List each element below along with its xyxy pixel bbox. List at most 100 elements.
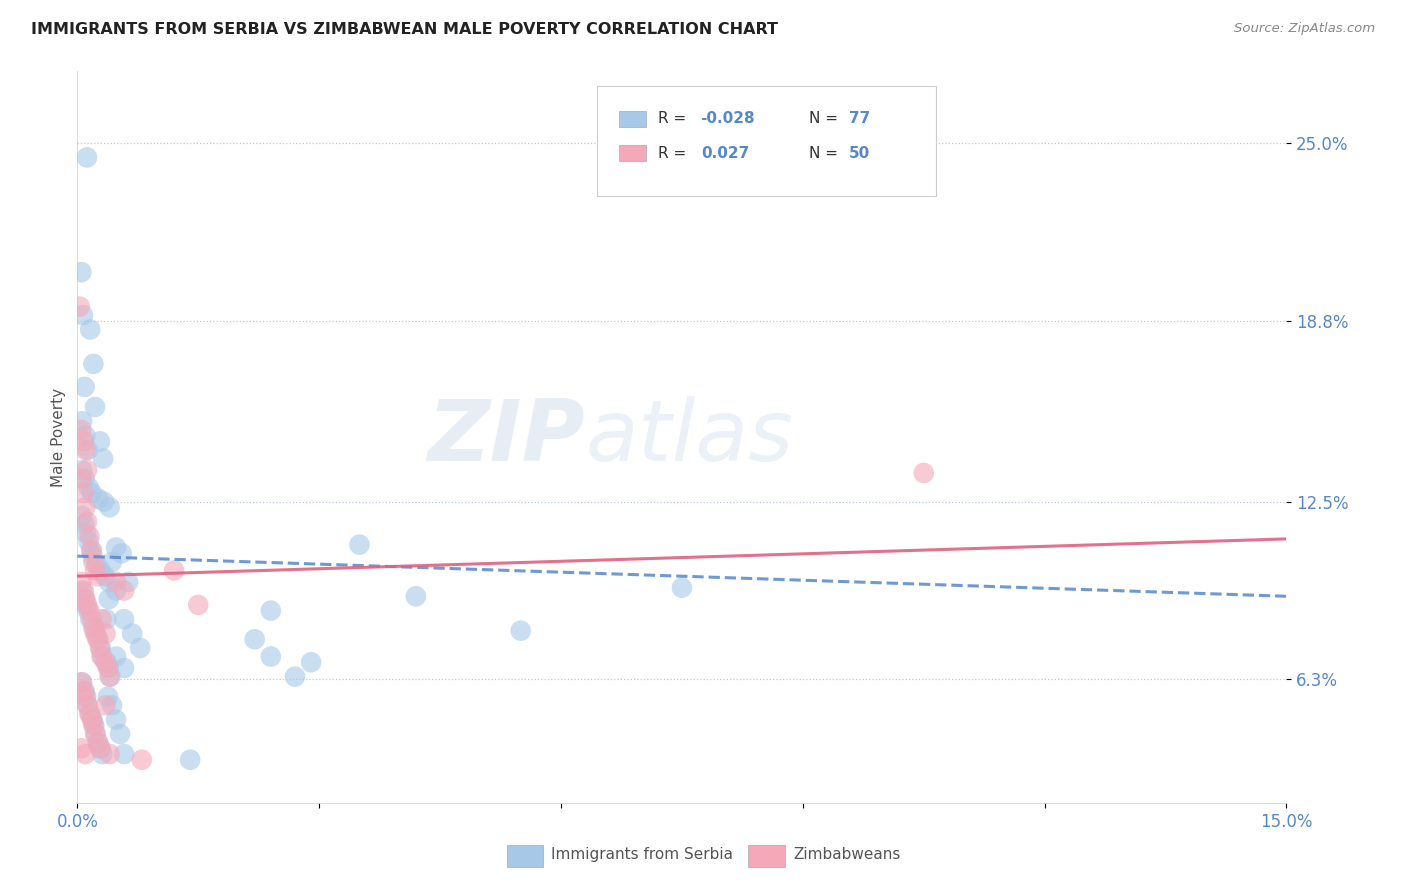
FancyBboxPatch shape — [748, 846, 785, 867]
Point — [111, 546, 134, 560]
Point — [83, 718, 105, 732]
Point — [79, 706, 101, 721]
Point — [112, 661, 135, 675]
Text: N =: N = — [808, 145, 842, 161]
Point — [131, 753, 153, 767]
Text: IMMIGRANTS FROM SERBIA VS ZIMBABWEAN MALE POVERTY CORRELATION CHART: IMMIGRANTS FROM SERBIA VS ZIMBABWEAN MAL… — [31, 22, 778, 37]
Point — [82, 357, 104, 371]
Point — [73, 583, 96, 598]
Point — [73, 486, 96, 500]
Point — [79, 706, 101, 721]
Point — [84, 727, 107, 741]
Point — [105, 541, 128, 555]
Point — [80, 713, 103, 727]
Point — [509, 624, 531, 638]
Point — [94, 626, 117, 640]
Point — [93, 494, 115, 508]
Text: -0.028: -0.028 — [700, 112, 755, 127]
Point — [91, 649, 114, 664]
Point — [70, 423, 93, 437]
Point — [86, 632, 108, 647]
Point — [77, 534, 100, 549]
Point — [76, 698, 98, 713]
FancyBboxPatch shape — [619, 145, 645, 161]
Point — [187, 598, 209, 612]
Point — [80, 486, 103, 500]
Text: atlas: atlas — [585, 395, 793, 479]
Point — [82, 718, 104, 732]
Point — [93, 569, 115, 583]
Point — [73, 684, 96, 698]
Point — [75, 592, 97, 607]
Point — [75, 428, 97, 442]
Point — [73, 472, 96, 486]
Point — [80, 612, 103, 626]
Point — [79, 322, 101, 336]
Point — [80, 543, 103, 558]
Point — [105, 649, 128, 664]
Text: ZIP: ZIP — [427, 395, 585, 479]
Point — [96, 655, 118, 669]
Point — [90, 640, 112, 655]
Point — [75, 690, 97, 704]
Point — [75, 526, 97, 541]
FancyBboxPatch shape — [598, 86, 936, 195]
Point — [96, 612, 118, 626]
Point — [90, 741, 112, 756]
Point — [86, 558, 108, 572]
Point — [75, 500, 97, 515]
Point — [89, 434, 111, 449]
Point — [117, 574, 139, 589]
Point — [299, 655, 322, 669]
Point — [76, 698, 98, 713]
Point — [72, 308, 94, 322]
Text: R =: R = — [658, 112, 690, 127]
Point — [97, 574, 120, 589]
Text: R =: R = — [658, 145, 690, 161]
Point — [70, 265, 93, 279]
Point — [83, 621, 105, 635]
FancyBboxPatch shape — [619, 111, 645, 127]
Point — [70, 574, 93, 589]
Point — [284, 670, 307, 684]
Text: 50: 50 — [849, 145, 870, 161]
Point — [76, 598, 98, 612]
Point — [76, 442, 98, 457]
Point — [70, 463, 93, 477]
Point — [70, 675, 93, 690]
Point — [98, 670, 121, 684]
Point — [77, 480, 100, 494]
Point — [86, 735, 108, 749]
Point — [75, 690, 97, 704]
Point — [98, 500, 121, 515]
Point — [70, 675, 93, 690]
Text: 77: 77 — [849, 112, 870, 127]
Point — [87, 735, 110, 749]
Point — [75, 747, 97, 761]
Point — [79, 612, 101, 626]
Point — [87, 632, 110, 647]
Point — [105, 574, 128, 589]
Point — [70, 414, 93, 428]
Text: Source: ZipAtlas.com: Source: ZipAtlas.com — [1234, 22, 1375, 36]
Point — [73, 684, 96, 698]
Point — [671, 581, 693, 595]
Point — [90, 564, 112, 578]
Point — [91, 451, 114, 466]
Point — [112, 583, 135, 598]
Point — [90, 612, 112, 626]
Point — [75, 442, 97, 457]
Point — [69, 300, 91, 314]
Point — [98, 747, 121, 761]
Point — [84, 626, 107, 640]
Point — [97, 690, 120, 704]
Point — [79, 604, 101, 618]
Point — [121, 626, 143, 640]
Point — [112, 612, 135, 626]
Point — [105, 583, 128, 598]
Point — [97, 661, 120, 675]
Point — [76, 150, 98, 164]
Point — [94, 698, 117, 713]
Point — [108, 727, 131, 741]
Point — [84, 727, 107, 741]
